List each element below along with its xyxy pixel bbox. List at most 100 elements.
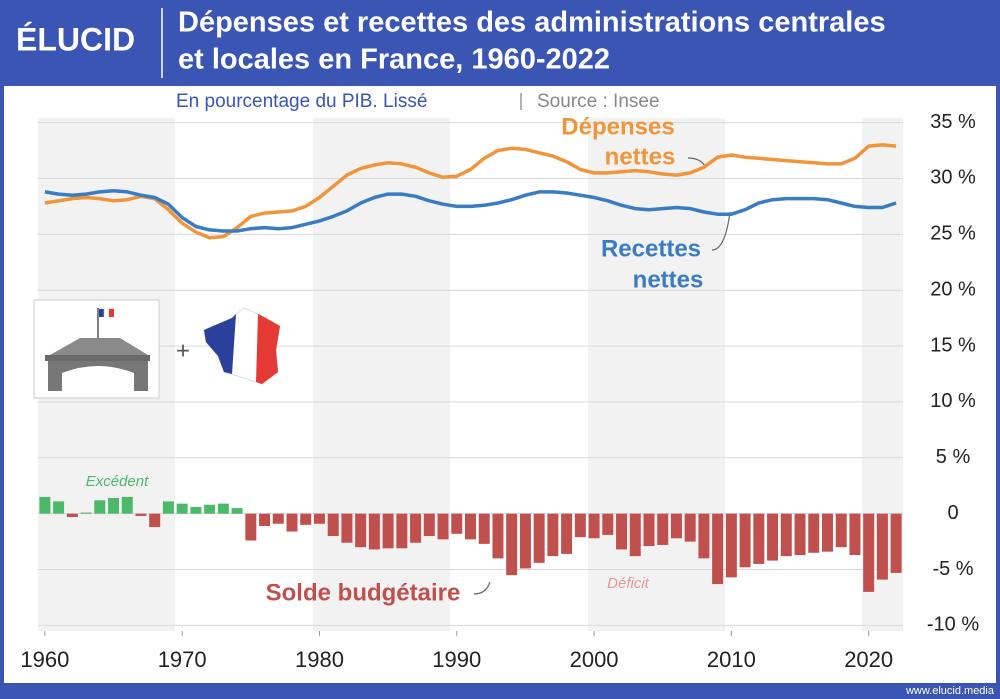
bar [313,513,325,524]
bar [66,513,78,518]
bar [684,513,696,542]
y-tick-label: 35 % [930,111,976,133]
series-label: Recettes [601,235,701,262]
bar [506,513,518,576]
x-tick-label: 1990 [432,647,481,672]
bar [465,513,476,540]
bar [478,513,490,544]
brand-logo: ÉLUCID [16,21,135,57]
leader-line [473,581,491,595]
bar [410,513,422,543]
bar [108,498,120,514]
bar [190,506,202,514]
bar [382,513,394,549]
annotation: Excédent [86,473,149,490]
building-roof [50,338,148,355]
bar [835,513,847,548]
bar [204,504,216,514]
bar [259,513,271,526]
bar [849,513,861,556]
series-label: Solde budgétaire [266,579,461,606]
bar [767,513,779,561]
y-tick-label: 25 % [930,223,976,245]
bar [739,513,751,568]
x-tick-label: 1960 [20,647,69,672]
bar [355,513,367,548]
bar [670,513,682,539]
y-tick-label: 30 % [930,167,976,189]
leader-line [711,211,731,251]
y-tick-label: 0 [947,502,958,524]
bar [135,513,147,516]
illustration: + [33,299,281,399]
bar [561,513,573,554]
series-label: nettes [605,143,676,170]
y-tick-label: -5 % [932,558,973,580]
x-tick-label: 2000 [570,647,619,672]
series-label: Dépenses [561,113,674,140]
x-tick-label: 1970 [158,647,207,672]
bar [39,496,51,514]
bar [176,503,188,514]
bar [94,500,106,514]
annotation: Déficit [607,575,650,592]
bar [876,513,888,580]
footer-url: www.elucid.media [905,685,995,697]
bar [794,513,806,556]
bar [121,496,133,514]
bar [368,513,380,550]
bar [821,513,833,552]
line [44,188,897,233]
bar [80,512,92,514]
bar [286,513,298,532]
bar [643,513,655,547]
bar [272,513,284,524]
y-tick-label: 15 % [930,334,976,356]
bar [492,513,504,559]
bar [217,503,229,514]
bar [602,513,614,535]
bar [588,513,600,539]
bar [423,513,435,537]
bar [698,513,710,559]
decade-band [313,118,450,631]
chart-title: et locales en France, 1960-2022 [178,44,610,76]
bar [780,513,792,557]
bar [162,501,174,514]
source: Source : Insee [537,91,660,112]
bar [437,513,449,540]
france-blue [204,314,236,374]
bar [300,513,312,525]
building-cornice [45,355,150,361]
subtitle: En pourcentage du PIB. Lissé [176,91,427,112]
france-red [256,314,280,384]
bar [574,513,586,538]
bar [149,513,161,528]
bar [396,513,408,549]
x-tick-label: 1980 [295,647,344,672]
y-tick-label: -10 % [927,614,979,636]
bar [616,513,628,550]
chart-title: Dépenses et recettes des administrations… [178,7,886,39]
bar [863,513,875,592]
bar [547,513,559,557]
y-tick-label: 20 % [930,278,976,300]
building-facade [48,361,148,391]
leader-line [687,157,706,167]
bar [629,513,641,557]
y-tick-label: 5 % [936,446,971,468]
bar [712,513,724,585]
bar [657,513,669,545]
bar [519,513,531,569]
bar [245,513,257,541]
bar [341,513,353,543]
bar [533,513,545,563]
bar [53,501,65,514]
plus-sign: + [176,337,190,364]
line [44,143,897,240]
bar [725,513,737,578]
bar [753,513,765,564]
flag-red [109,309,114,317]
flag-white [103,308,110,318]
